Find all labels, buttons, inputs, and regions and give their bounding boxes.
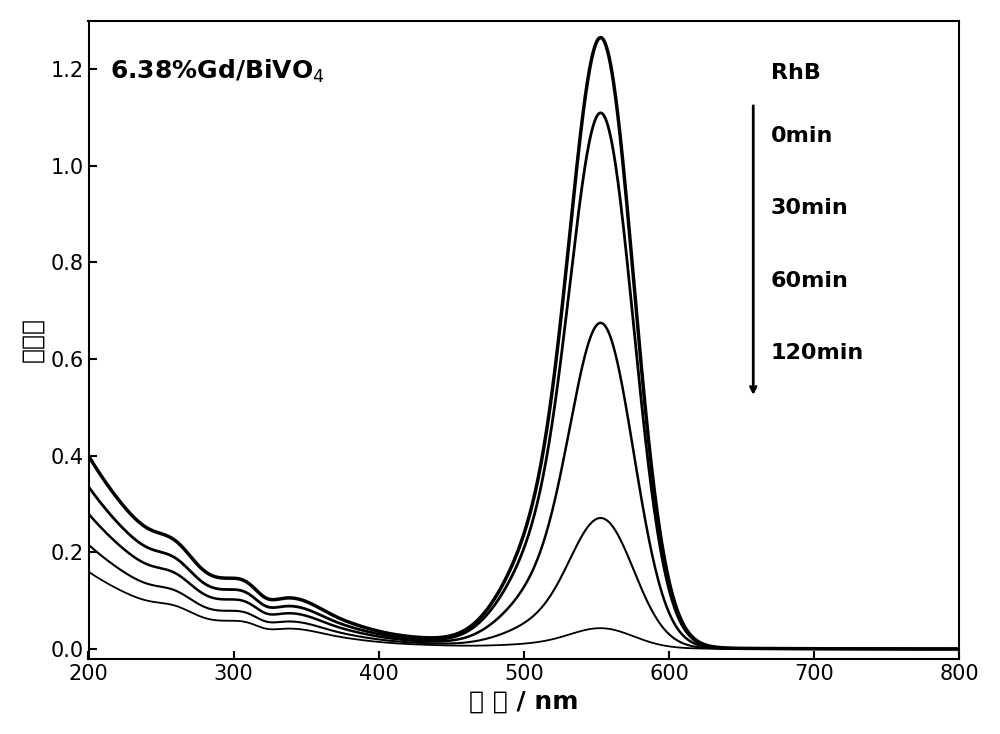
Text: 6.38%Gd/BiVO$_4$: 6.38%Gd/BiVO$_4$ [110, 58, 325, 85]
X-axis label: 波 长 / nm: 波 长 / nm [469, 689, 579, 713]
Text: RhB: RhB [771, 63, 821, 83]
Text: 120min: 120min [771, 343, 864, 363]
Text: 60min: 60min [771, 271, 849, 291]
Text: 0min: 0min [771, 126, 833, 145]
Y-axis label: 吸光度: 吸光度 [21, 317, 45, 363]
Text: 30min: 30min [771, 198, 848, 218]
